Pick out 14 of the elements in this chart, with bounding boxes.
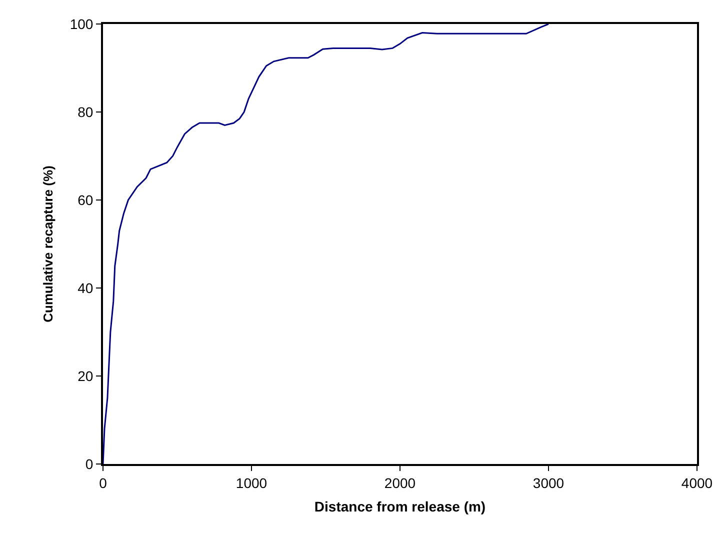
y-axis-title: Cumulative recapture (%) bbox=[40, 166, 56, 322]
y-tick-label: 0 bbox=[85, 456, 94, 472]
y-tick-label: 60 bbox=[78, 192, 94, 208]
y-tick-label: 40 bbox=[78, 280, 94, 296]
y-tick-label: 20 bbox=[78, 368, 94, 384]
x-tick-label: 3000 bbox=[532, 474, 564, 491]
y-tick-label: 100 bbox=[70, 16, 94, 32]
x-axis-title: Distance from release (m) bbox=[314, 498, 486, 515]
x-tick-label: 0 bbox=[99, 474, 108, 491]
x-tick-label: 1000 bbox=[236, 474, 268, 491]
x-tick-label: 4000 bbox=[681, 474, 713, 491]
y-tick-label: 80 bbox=[78, 104, 94, 120]
line-series bbox=[103, 24, 550, 464]
x-tick-label: 2000 bbox=[384, 474, 416, 491]
